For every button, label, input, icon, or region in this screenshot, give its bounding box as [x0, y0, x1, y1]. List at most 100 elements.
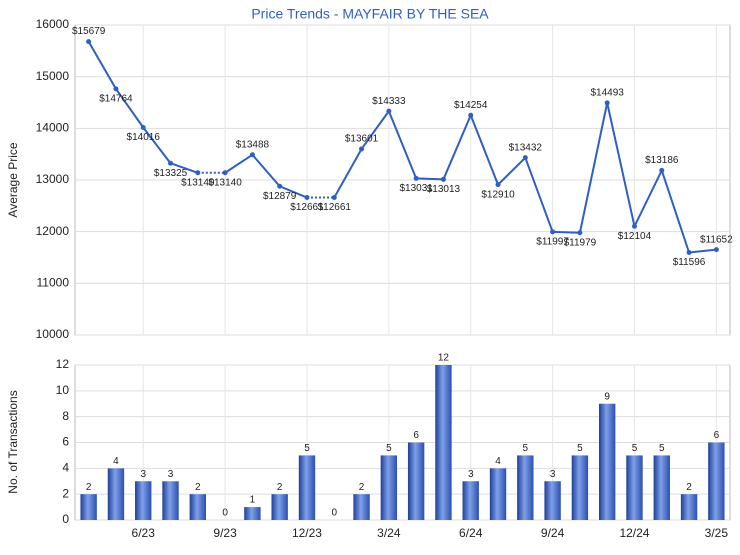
y-axis-label: No. of Transactions — [6, 390, 20, 493]
bar — [107, 468, 125, 520]
data-label: $12661 — [318, 202, 352, 213]
y-tick-label: 11000 — [37, 276, 70, 290]
x-tick-label: 9/23 — [213, 526, 237, 540]
point — [331, 195, 337, 201]
data-label: $12104 — [618, 231, 652, 242]
point — [386, 108, 392, 114]
point — [304, 195, 310, 201]
line-segment — [552, 230, 580, 234]
y-tick-label: 8 — [62, 409, 69, 423]
point — [686, 250, 692, 256]
point — [440, 176, 446, 182]
data-label: 3 — [468, 469, 474, 480]
y-axis-label: Average Price — [6, 142, 20, 217]
point — [86, 39, 92, 45]
line-segment — [578, 102, 609, 233]
data-label: 5 — [304, 443, 310, 454]
point — [604, 100, 610, 106]
line-segment — [442, 114, 472, 180]
bar — [80, 494, 97, 520]
line-segment — [360, 110, 390, 150]
y-tick-label: 10000 — [36, 327, 70, 341]
data-label: 3 — [168, 469, 174, 480]
data-label: $12661 — [290, 202, 324, 213]
data-label: 5 — [659, 443, 665, 454]
point — [168, 160, 174, 166]
point — [277, 183, 283, 189]
data-label: $14016 — [127, 132, 161, 143]
data-label: $13140 — [181, 177, 215, 188]
line-segment — [170, 162, 199, 174]
data-label: $14493 — [591, 88, 625, 99]
point — [577, 230, 583, 236]
bar — [680, 494, 698, 520]
bar — [244, 507, 261, 520]
data-label: 9 — [604, 391, 610, 402]
data-label: 1 — [250, 495, 256, 506]
y-tick-label: 0 — [62, 512, 69, 526]
line-segment — [524, 157, 554, 233]
line-segment — [251, 154, 281, 187]
data-label: 5 — [386, 443, 392, 454]
bar — [298, 455, 316, 520]
data-label: $15679 — [72, 26, 106, 37]
data-label: $14254 — [454, 100, 488, 111]
data-label: $13031 — [399, 183, 433, 194]
line-segment — [469, 114, 499, 186]
bar — [435, 365, 452, 520]
y-tick-label: 4 — [62, 461, 69, 475]
bar — [708, 442, 725, 520]
bar — [653, 455, 670, 520]
data-label: 2 — [359, 482, 365, 493]
point — [195, 170, 201, 176]
y-tick-label: 16000 — [36, 17, 70, 31]
data-label: 2 — [195, 482, 201, 493]
x-tick-label: 3/24 — [377, 526, 401, 540]
point — [495, 182, 501, 188]
bar — [162, 481, 179, 520]
y-tick-label: 6 — [62, 435, 69, 449]
line-segment — [688, 248, 717, 254]
line-segment — [416, 177, 444, 181]
point — [413, 175, 419, 181]
line-segment — [497, 156, 527, 186]
point — [249, 152, 255, 158]
x-tick-label: 6/23 — [132, 526, 156, 540]
data-label: $14764 — [99, 94, 133, 105]
data-label: 6 — [413, 430, 419, 441]
bar — [135, 481, 152, 520]
y-tick-label: 15000 — [36, 69, 70, 83]
line-segment — [279, 185, 308, 199]
bar — [189, 494, 206, 520]
point — [631, 223, 637, 229]
data-label: $13140 — [208, 177, 242, 188]
point — [713, 247, 719, 253]
bar — [517, 455, 534, 520]
bar — [626, 455, 643, 520]
line-segment — [633, 169, 663, 227]
data-label: $14333 — [372, 96, 406, 107]
point — [359, 146, 365, 152]
line-segment — [606, 102, 636, 227]
line-segment — [87, 41, 117, 90]
data-label: 4 — [495, 456, 501, 467]
data-label: $11596 — [673, 257, 706, 268]
data-label: $13488 — [236, 139, 270, 150]
x-tick-label: 12/24 — [619, 526, 649, 540]
bar — [599, 403, 616, 520]
data-label: $11997 — [536, 236, 569, 247]
point — [468, 112, 474, 118]
line-segment — [224, 153, 253, 174]
line-segment — [142, 126, 172, 164]
bar — [489, 468, 507, 520]
bar — [571, 455, 589, 520]
data-label: $12910 — [481, 189, 515, 200]
data-label: 2 — [277, 482, 283, 493]
bar — [407, 442, 425, 520]
data-label: 0 — [331, 508, 337, 519]
line-segment — [333, 148, 363, 199]
y-tick-label: 10 — [56, 383, 70, 397]
point — [659, 167, 665, 173]
bar — [544, 481, 561, 520]
